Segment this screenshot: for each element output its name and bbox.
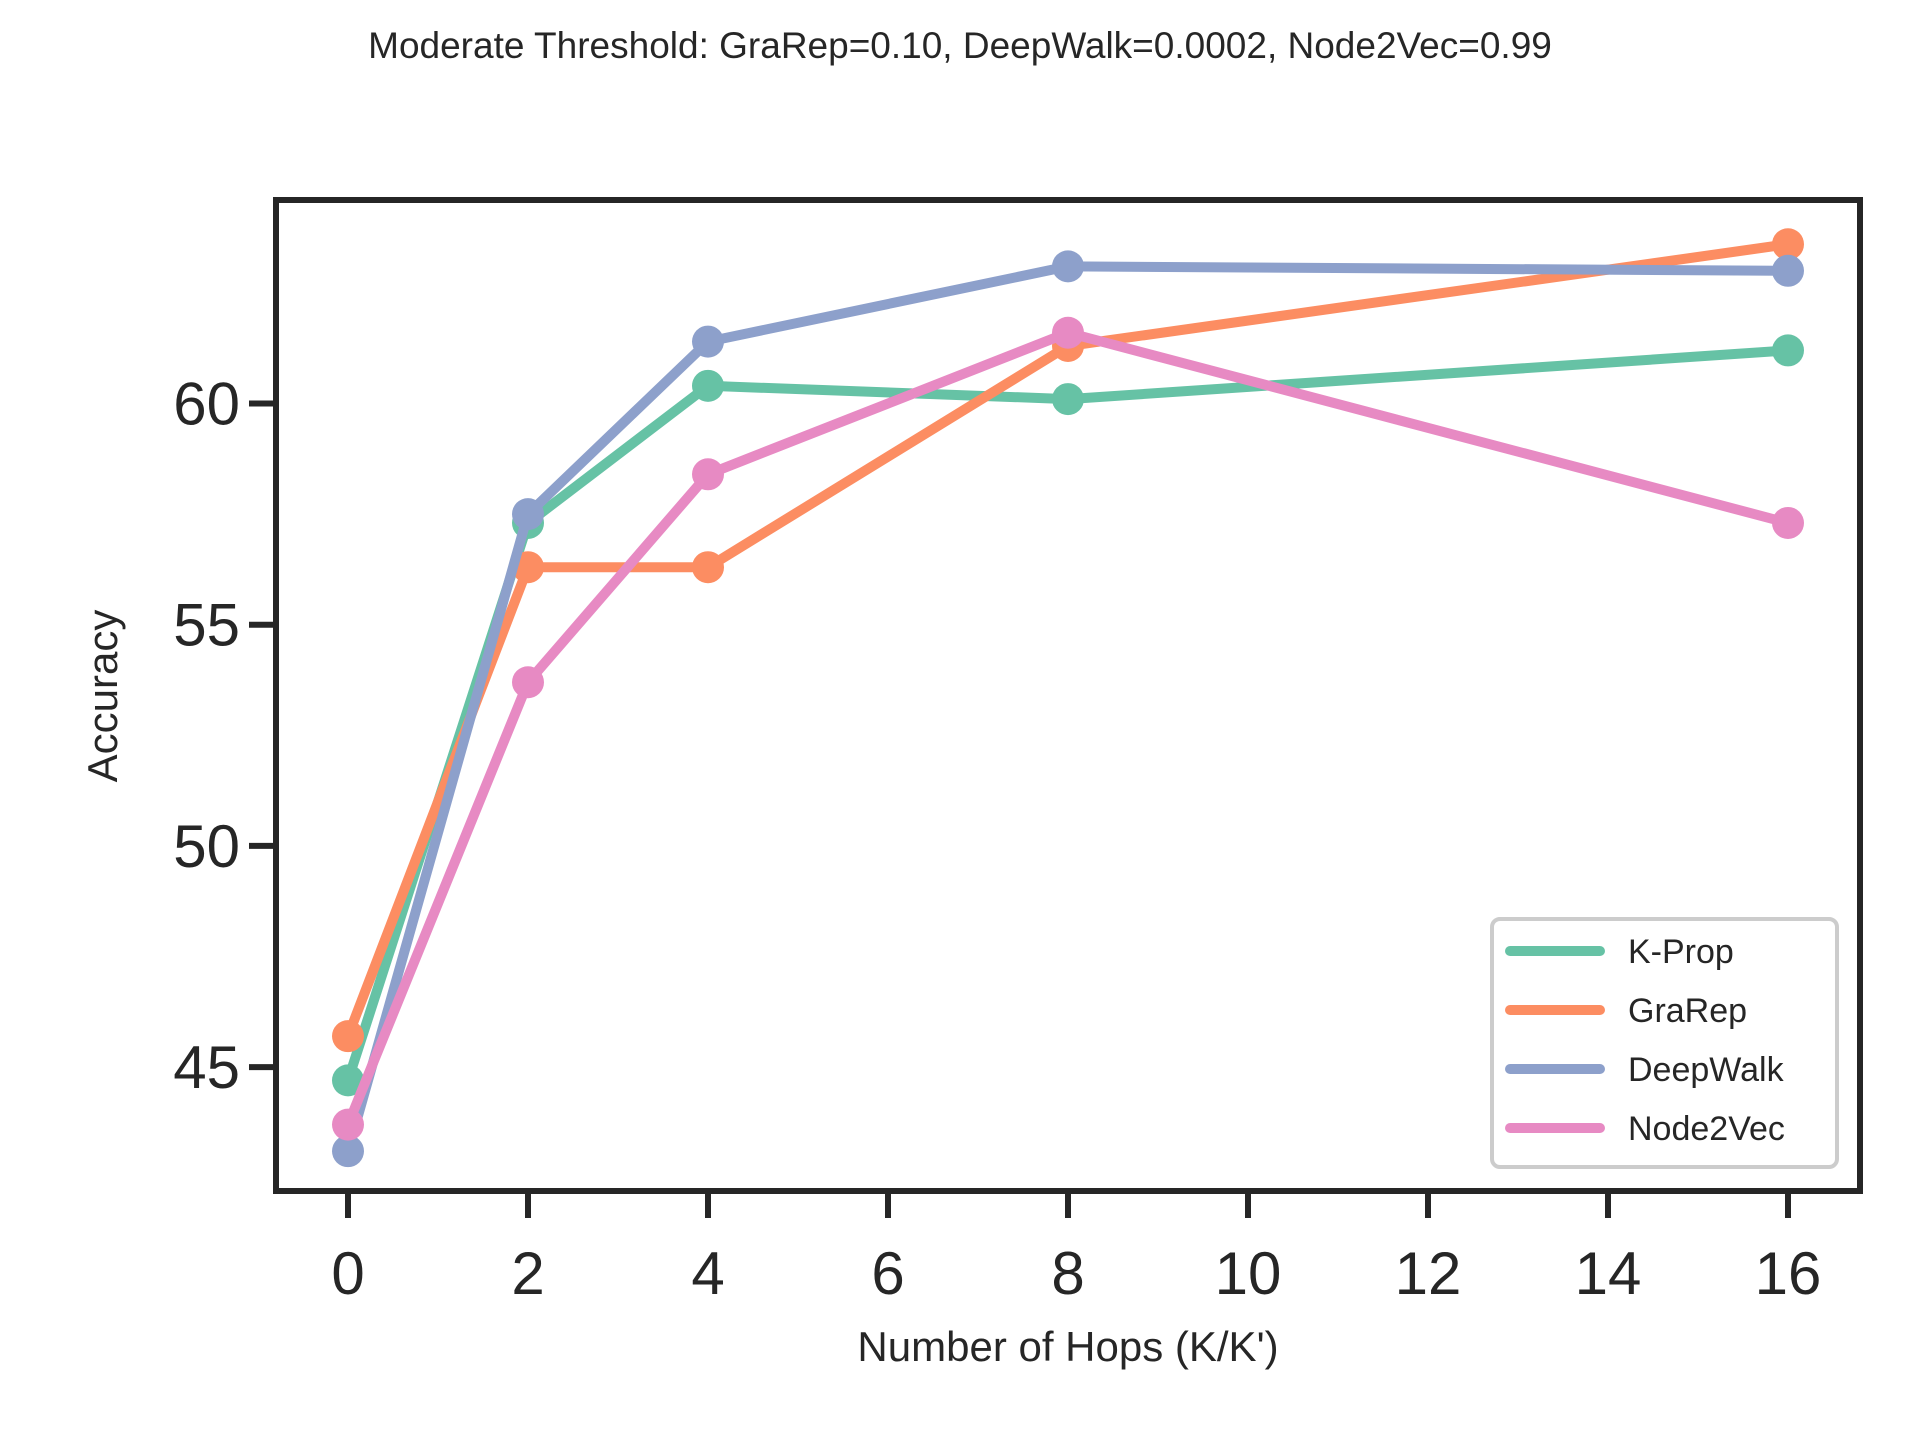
data-point bbox=[692, 369, 724, 402]
y-tick-label: 60 bbox=[173, 371, 240, 438]
data-point bbox=[1772, 254, 1804, 287]
legend-label: GraRep bbox=[1628, 992, 1747, 1030]
chart-title: Moderate Threshold: GraRep=0.10, DeepWal… bbox=[368, 25, 1552, 66]
data-point bbox=[512, 666, 544, 699]
data-point bbox=[332, 1020, 364, 1053]
data-point bbox=[332, 1135, 364, 1168]
data-point bbox=[1772, 506, 1804, 539]
data-point bbox=[332, 1108, 364, 1141]
x-tick-label: 12 bbox=[1395, 1240, 1462, 1307]
data-point bbox=[1052, 383, 1084, 416]
x-axis-ticks: 0 2 4 6 8 10 12 14 16 bbox=[331, 1194, 1821, 1307]
series-node2vec bbox=[332, 316, 1804, 1141]
y-tick-label: 55 bbox=[173, 592, 240, 659]
legend-label: DeepWalk bbox=[1628, 1051, 1785, 1089]
x-axis-label: Number of Hops (K/K') bbox=[857, 1323, 1278, 1370]
plot-frame bbox=[273, 197, 1863, 1194]
x-tick-label: 8 bbox=[1051, 1240, 1084, 1307]
series-lines bbox=[332, 228, 1804, 1168]
data-point bbox=[692, 458, 724, 491]
x-tick-label: 6 bbox=[871, 1240, 904, 1307]
data-point bbox=[1772, 334, 1804, 367]
legend: K-Prop GraRep DeepWalk Node2Vec bbox=[1490, 917, 1839, 1169]
y-tick-label: 45 bbox=[173, 1034, 240, 1101]
data-point bbox=[332, 1064, 364, 1097]
x-tick-label: 0 bbox=[331, 1240, 364, 1307]
legend-items: K-Prop GraRep DeepWalk Node2Vec bbox=[1505, 933, 1785, 1148]
x-tick-label: 16 bbox=[1755, 1240, 1822, 1307]
data-point bbox=[512, 498, 544, 531]
data-point bbox=[1772, 228, 1804, 261]
data-point bbox=[692, 551, 724, 584]
legend-label: Node2Vec bbox=[1628, 1110, 1785, 1148]
x-tick-label: 4 bbox=[691, 1240, 724, 1307]
legend-box bbox=[1490, 917, 1839, 1169]
y-axis-ticks: 45 50 55 60 bbox=[173, 371, 273, 1101]
legend-label: K-Prop bbox=[1628, 933, 1734, 971]
data-point bbox=[1052, 250, 1084, 283]
y-tick-label: 50 bbox=[173, 813, 240, 880]
x-tick-label: 10 bbox=[1215, 1240, 1282, 1307]
data-point bbox=[1052, 316, 1084, 349]
x-tick-label: 14 bbox=[1575, 1240, 1642, 1307]
y-axis-label: Accuracy bbox=[79, 610, 126, 783]
data-point bbox=[692, 325, 724, 358]
series-deepwalk bbox=[332, 250, 1804, 1168]
x-tick-label: 2 bbox=[511, 1240, 544, 1307]
